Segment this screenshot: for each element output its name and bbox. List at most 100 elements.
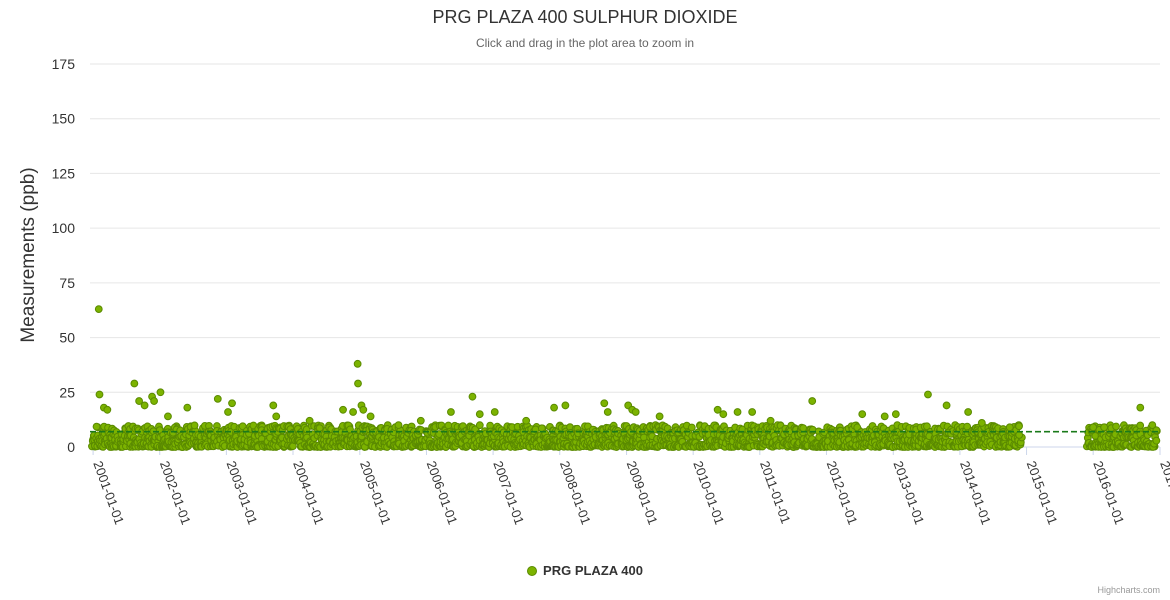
data-point[interactable]: [1015, 431, 1024, 439]
chart-title: PRG PLAZA 400 SULPHUR DIOXIDE: [432, 7, 738, 27]
data-point[interactable]: [130, 379, 139, 388]
data-point[interactable]: [475, 421, 484, 430]
data-point[interactable]: [224, 408, 232, 416]
data-point[interactable]: [416, 416, 425, 425]
data-point[interactable]: [1112, 422, 1120, 431]
data-point[interactable]: [1148, 421, 1157, 430]
x-axis-ticks: 2001-01-01 2002-01-01 2003-01-01 2004-01-01…: [90, 447, 1170, 527]
data-point[interactable]: [891, 410, 900, 419]
data-point[interactable]: [1005, 423, 1014, 432]
data-point[interactable]: [799, 424, 808, 433]
y-tick-label: 75: [59, 275, 75, 291]
data-point[interactable]: [447, 408, 455, 416]
x-tick-label: 2009-01-01: [624, 459, 661, 527]
data-point[interactable]: [475, 410, 484, 419]
data-point[interactable]: [94, 305, 103, 314]
data-point[interactable]: [164, 412, 172, 421]
data-point[interactable]: [150, 397, 158, 405]
data-point[interactable]: [719, 410, 728, 419]
data-point[interactable]: [733, 408, 742, 416]
data-point[interactable]: [92, 422, 101, 431]
data-point[interactable]: [95, 390, 104, 399]
data-point[interactable]: [977, 419, 986, 427]
x-tick-label: 2006-01-01: [424, 459, 461, 527]
y-tick-label: 25: [59, 384, 75, 400]
data-point[interactable]: [183, 403, 192, 412]
x-tick-label: 2001-01-01: [90, 459, 127, 527]
data-point[interactable]: [924, 390, 932, 399]
data-point[interactable]: [603, 408, 612, 416]
legend-marker-icon: [527, 565, 538, 576]
data-points[interactable]: [88, 305, 1161, 451]
data-point[interactable]: [713, 405, 722, 414]
data-point[interactable]: [269, 401, 278, 410]
y-tick-label: 100: [52, 220, 76, 236]
y-tick-label: 125: [52, 165, 76, 181]
y-axis-ticks: 0 25 50 75 100 125 150 175: [52, 56, 76, 455]
x-tick-label: 2003-01-01: [224, 459, 261, 527]
y-tick-label: 0: [67, 439, 75, 455]
data-point[interactable]: [103, 405, 112, 414]
legend-label: PRG PLAZA 400: [543, 563, 643, 578]
x-tick-label: 2008-01-01: [557, 459, 594, 527]
data-point[interactable]: [1136, 403, 1145, 412]
data-point[interactable]: [490, 408, 499, 416]
data-point[interactable]: [522, 416, 531, 425]
data-point[interactable]: [272, 412, 281, 421]
data-point[interactable]: [213, 394, 222, 403]
chart-subtitle: Click and drag in the plot area to zoom …: [475, 36, 695, 50]
data-point[interactable]: [394, 421, 403, 430]
x-tick-label: 2002-01-01: [157, 459, 194, 527]
data-point[interactable]: [1100, 423, 1109, 432]
data-point[interactable]: [1089, 423, 1098, 432]
data-point[interactable]: [190, 421, 199, 430]
y-tick-label: 150: [52, 111, 76, 127]
data-point[interactable]: [1152, 436, 1161, 445]
data-point[interactable]: [305, 416, 314, 425]
data-point[interactable]: [228, 399, 236, 408]
x-tick-label: 2016-01-01: [1090, 459, 1127, 527]
data-point[interactable]: [561, 401, 570, 410]
data-point[interactable]: [354, 379, 362, 388]
x-tick-label: 2013-01-01: [890, 459, 927, 527]
x-tick-label: 2012-01-01: [824, 459, 861, 527]
data-point[interactable]: [135, 397, 144, 405]
data-point[interactable]: [140, 401, 149, 410]
data-point[interactable]: [631, 408, 640, 416]
x-tick-label: 2011-01-01: [757, 459, 794, 526]
data-point[interactable]: [687, 423, 696, 432]
x-tick-label: 2017-01-01: [1157, 459, 1170, 527]
data-point[interactable]: [964, 408, 973, 416]
data-point[interactable]: [339, 405, 347, 414]
data-point[interactable]: [808, 397, 817, 405]
x-tick-label: 2015-01-01: [1024, 459, 1061, 527]
data-point[interactable]: [858, 410, 867, 419]
x-tick-label: 2007-01-01: [490, 459, 527, 527]
credits-link[interactable]: Highcharts.com: [1097, 585, 1160, 595]
x-tick-label: 2014-01-01: [957, 459, 994, 527]
x-tick-label: 2005-01-01: [357, 459, 394, 527]
data-point[interactable]: [156, 388, 165, 397]
y-axis-title: Measurements (ppb): [18, 167, 39, 342]
data-point[interactable]: [468, 392, 477, 401]
data-point[interactable]: [600, 399, 609, 408]
data-point[interactable]: [366, 412, 375, 421]
y-tick-label: 50: [59, 330, 75, 346]
data-point[interactable]: [1015, 422, 1023, 431]
data-point[interactable]: [359, 405, 368, 414]
data-point[interactable]: [353, 359, 362, 368]
data-point[interactable]: [349, 408, 357, 416]
data-point[interactable]: [655, 412, 664, 421]
x-tick-label: 2010-01-01: [690, 459, 727, 527]
data-point[interactable]: [550, 403, 558, 412]
x-tick-label: 2004-01-01: [290, 459, 327, 527]
data-point[interactable]: [748, 408, 757, 416]
data-point[interactable]: [766, 416, 775, 425]
data-point[interactable]: [880, 412, 889, 421]
data-point[interactable]: [942, 401, 951, 410]
grid-lines: [90, 63, 1160, 448]
y-tick-label: 175: [52, 56, 76, 72]
legend[interactable]: PRG PLAZA 400: [0, 563, 1170, 578]
data-point[interactable]: [1136, 421, 1145, 430]
